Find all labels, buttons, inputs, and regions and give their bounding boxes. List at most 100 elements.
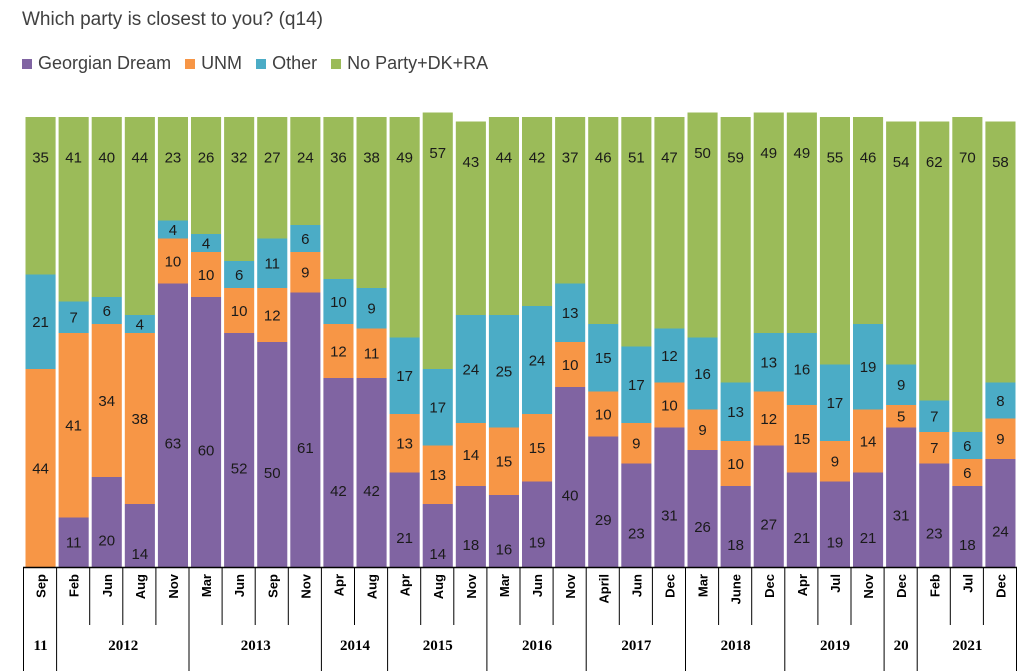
month-tick-label: Apr (331, 574, 346, 596)
month-tick-label: Nov (166, 573, 181, 598)
bar-segment (58, 517, 89, 567)
legend-swatch (22, 58, 32, 69)
bar-segment (720, 441, 751, 486)
month-tick-label: Sep (34, 574, 49, 598)
data-label: 18 (463, 537, 480, 554)
bar-segment (588, 391, 619, 437)
bar-segment (389, 337, 420, 414)
bar-segment (886, 364, 917, 405)
legend-swatch (256, 58, 267, 69)
bar-segment (422, 112, 453, 369)
data-label: 44 (132, 149, 149, 166)
year-group-label: 2021 (952, 638, 982, 654)
month-tick-label: Nov (298, 573, 313, 598)
month-tick-label: Aug (431, 574, 446, 599)
month-tick-label: Nov (464, 573, 479, 598)
bar-segment (124, 315, 155, 333)
legend-swatch (185, 58, 196, 69)
data-label: 7 (930, 409, 938, 426)
data-label: 21 (32, 314, 49, 331)
data-label: 11 (66, 535, 82, 552)
bar-segment (753, 445, 784, 567)
data-label: 11 (364, 346, 380, 363)
legend-item-other: Other (256, 53, 317, 74)
year-group-label: 20 (894, 638, 909, 654)
data-label: 63 (165, 436, 182, 453)
data-label: 47 (661, 149, 678, 166)
year-group-label: 2016 (522, 638, 553, 654)
bar-segment (555, 117, 586, 284)
data-label: 50 (694, 145, 711, 162)
data-label: 4 (136, 316, 144, 333)
month-tick-label: Mar (199, 574, 214, 597)
legend-label: UNM (201, 53, 243, 73)
data-label: 12 (760, 411, 777, 428)
data-label: 15 (496, 454, 513, 471)
bar-segment (323, 279, 354, 324)
month-tick-label: Mar (696, 574, 711, 597)
data-label: 36 (330, 149, 347, 166)
year-group-label: 2017 (621, 638, 652, 654)
data-label: 9 (996, 431, 1004, 448)
data-label: 46 (595, 149, 612, 166)
bar-segment (488, 427, 519, 495)
year-group-label: 2018 (721, 638, 751, 654)
data-label: 42 (529, 149, 546, 166)
bar-segment (621, 423, 652, 464)
data-label: 41 (65, 149, 82, 166)
data-label: 16 (694, 366, 711, 383)
data-label: 70 (959, 149, 976, 166)
data-label: 49 (794, 145, 811, 162)
data-label: 14 (132, 546, 149, 563)
data-label: 21 (860, 530, 877, 547)
bar-segment (687, 112, 718, 338)
bar-segment (323, 117, 354, 279)
data-label: 16 (496, 541, 513, 558)
data-label: 17 (628, 377, 645, 394)
month-tick-label: Dec (762, 574, 777, 598)
bar-segment (488, 495, 519, 567)
bar-segment (157, 238, 188, 284)
data-label: 42 (330, 483, 347, 500)
data-label: 10 (330, 294, 347, 311)
bar-segment (422, 445, 453, 504)
chart-subtitle: Which party is closest to you? (q14) (22, 9, 323, 30)
bar-segment (257, 238, 288, 288)
data-label: 14 (463, 447, 480, 464)
data-label: 19 (827, 535, 844, 552)
bar-segment (58, 333, 89, 518)
month-tick-label: Feb (67, 574, 82, 597)
data-label: 7 (69, 310, 77, 327)
data-label: 41 (65, 418, 82, 435)
data-label: 34 (98, 393, 115, 410)
data-label: 27 (760, 517, 777, 534)
bar-segment (819, 481, 850, 567)
data-label: 58 (992, 154, 1009, 171)
data-label: 57 (429, 145, 446, 162)
data-label: 10 (198, 267, 215, 284)
data-label: 38 (363, 149, 380, 166)
data-label: 4 (202, 235, 210, 252)
data-label: 44 (32, 460, 49, 477)
month-tick-label: April (596, 574, 611, 604)
data-label: 14 (429, 546, 446, 563)
bar-segment (886, 427, 917, 567)
legend-label: No Party+DK+RA (347, 53, 489, 73)
data-label: 52 (231, 460, 248, 477)
bar-segment (91, 117, 122, 297)
data-label: 10 (231, 303, 248, 320)
bar-segment (687, 409, 718, 450)
bar-segment (389, 414, 420, 473)
data-label: 6 (301, 231, 309, 248)
bar-segment (720, 486, 751, 567)
bar-segment (191, 297, 222, 567)
data-label: 62 (926, 154, 943, 171)
bar-segment (985, 121, 1016, 383)
year-group-label: 2019 (820, 638, 850, 654)
month-tick-label: Dec (993, 574, 1008, 598)
data-label: 13 (429, 467, 446, 484)
data-label: 61 (297, 440, 314, 457)
data-label: 15 (794, 431, 811, 448)
data-label: 14 (860, 433, 877, 450)
bar-segment (422, 369, 453, 446)
